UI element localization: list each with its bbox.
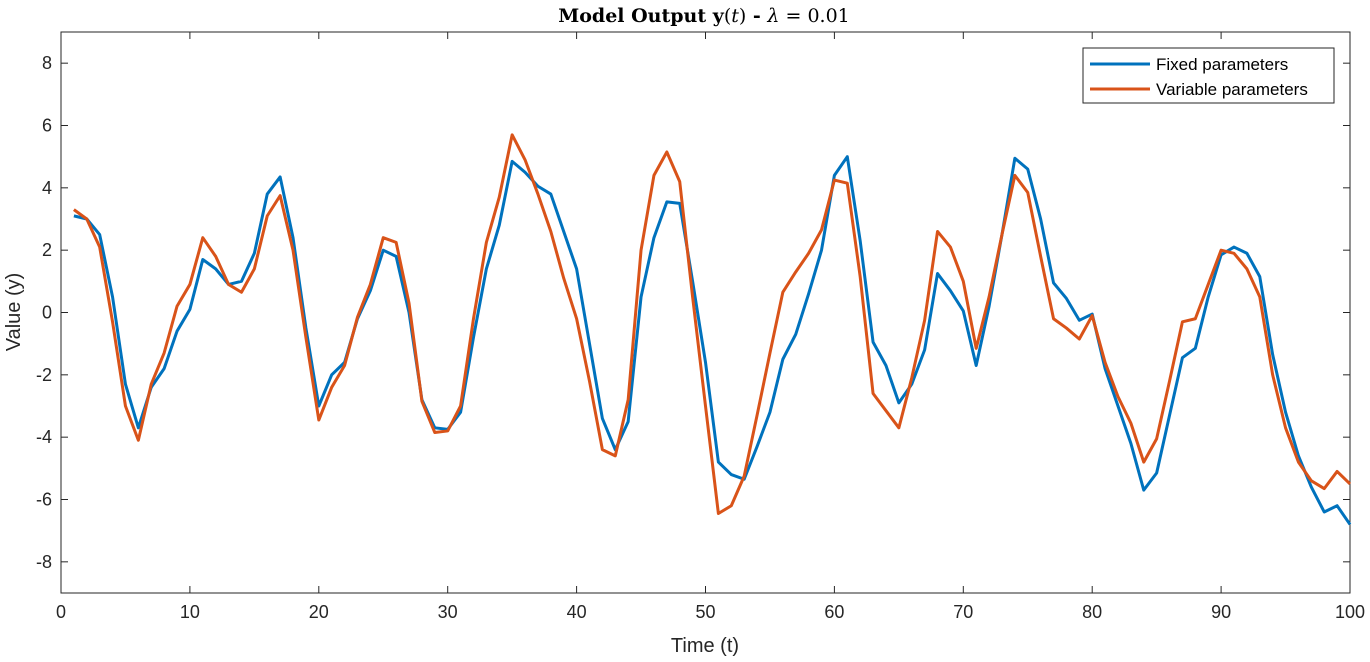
y-tick-label: -2 — [36, 365, 52, 385]
x-tick-label: 60 — [824, 602, 844, 622]
title-dash: - — [746, 5, 767, 27]
x-tick-label: 0 — [56, 602, 66, 622]
x-tick-label: 100 — [1335, 602, 1365, 622]
y-tick-label: -8 — [36, 552, 52, 572]
x-tick-label: 20 — [309, 602, 329, 622]
y-tick-label: 2 — [42, 240, 52, 260]
legend-box — [1082, 47, 1335, 104]
title-paren-open: ( — [724, 5, 731, 27]
x-axis-label: Time (t) — [671, 635, 739, 657]
title-equals: = — [779, 5, 807, 27]
x-tick-label: 90 — [1211, 602, 1231, 622]
x-axis-ticks: 0 10 20 30 40 50 60 70 80 90 100 — [56, 32, 1365, 622]
plot-area: 0 10 20 30 40 50 60 70 80 90 100 -8 -6 -4 -2 0 2 4 6 8 — [36, 31, 1365, 622]
title-arg: t — [731, 5, 739, 27]
y-tick-label: 4 — [42, 178, 52, 198]
legend: Fixed parameters Variable parameters — [1082, 47, 1335, 104]
series-line-fixed-parameters — [73, 155, 1352, 526]
y-tick-label: 0 — [42, 303, 52, 323]
y-tick-label: -6 — [36, 490, 52, 510]
title-value: 0.01 — [807, 5, 849, 27]
title-vector: y — [712, 5, 725, 27]
series-layer — [73, 133, 1352, 526]
legend-label-fixed-parameters: Fixed parameters — [1156, 55, 1288, 74]
x-tick-label: 70 — [953, 602, 973, 622]
x-tick-label: 50 — [695, 602, 715, 622]
series-line-variable-parameters — [73, 133, 1352, 516]
x-tick-label: 80 — [1082, 602, 1102, 622]
title-paren-close: ) — [739, 5, 746, 27]
x-tick-label: 30 — [438, 602, 458, 622]
x-tick-label: 10 — [180, 602, 200, 622]
title-lambda: λ — [766, 5, 779, 27]
y-axis-label: Value (y) — [3, 273, 25, 352]
y-tick-label: 8 — [42, 53, 52, 73]
y-axis-ticks: -8 -6 -4 -2 0 2 4 6 8 — [36, 53, 1350, 572]
legend-label-variable-parameters: Variable parameters — [1156, 80, 1308, 99]
x-tick-label: 40 — [567, 602, 587, 622]
title-bold-part: Model Output — [558, 5, 713, 27]
y-tick-label: 6 — [42, 116, 52, 136]
y-tick-label: -4 — [36, 427, 52, 447]
axes-box — [60, 31, 1351, 594]
chart-title: Model Output y(t) - λ = 0.01 — [558, 5, 850, 27]
